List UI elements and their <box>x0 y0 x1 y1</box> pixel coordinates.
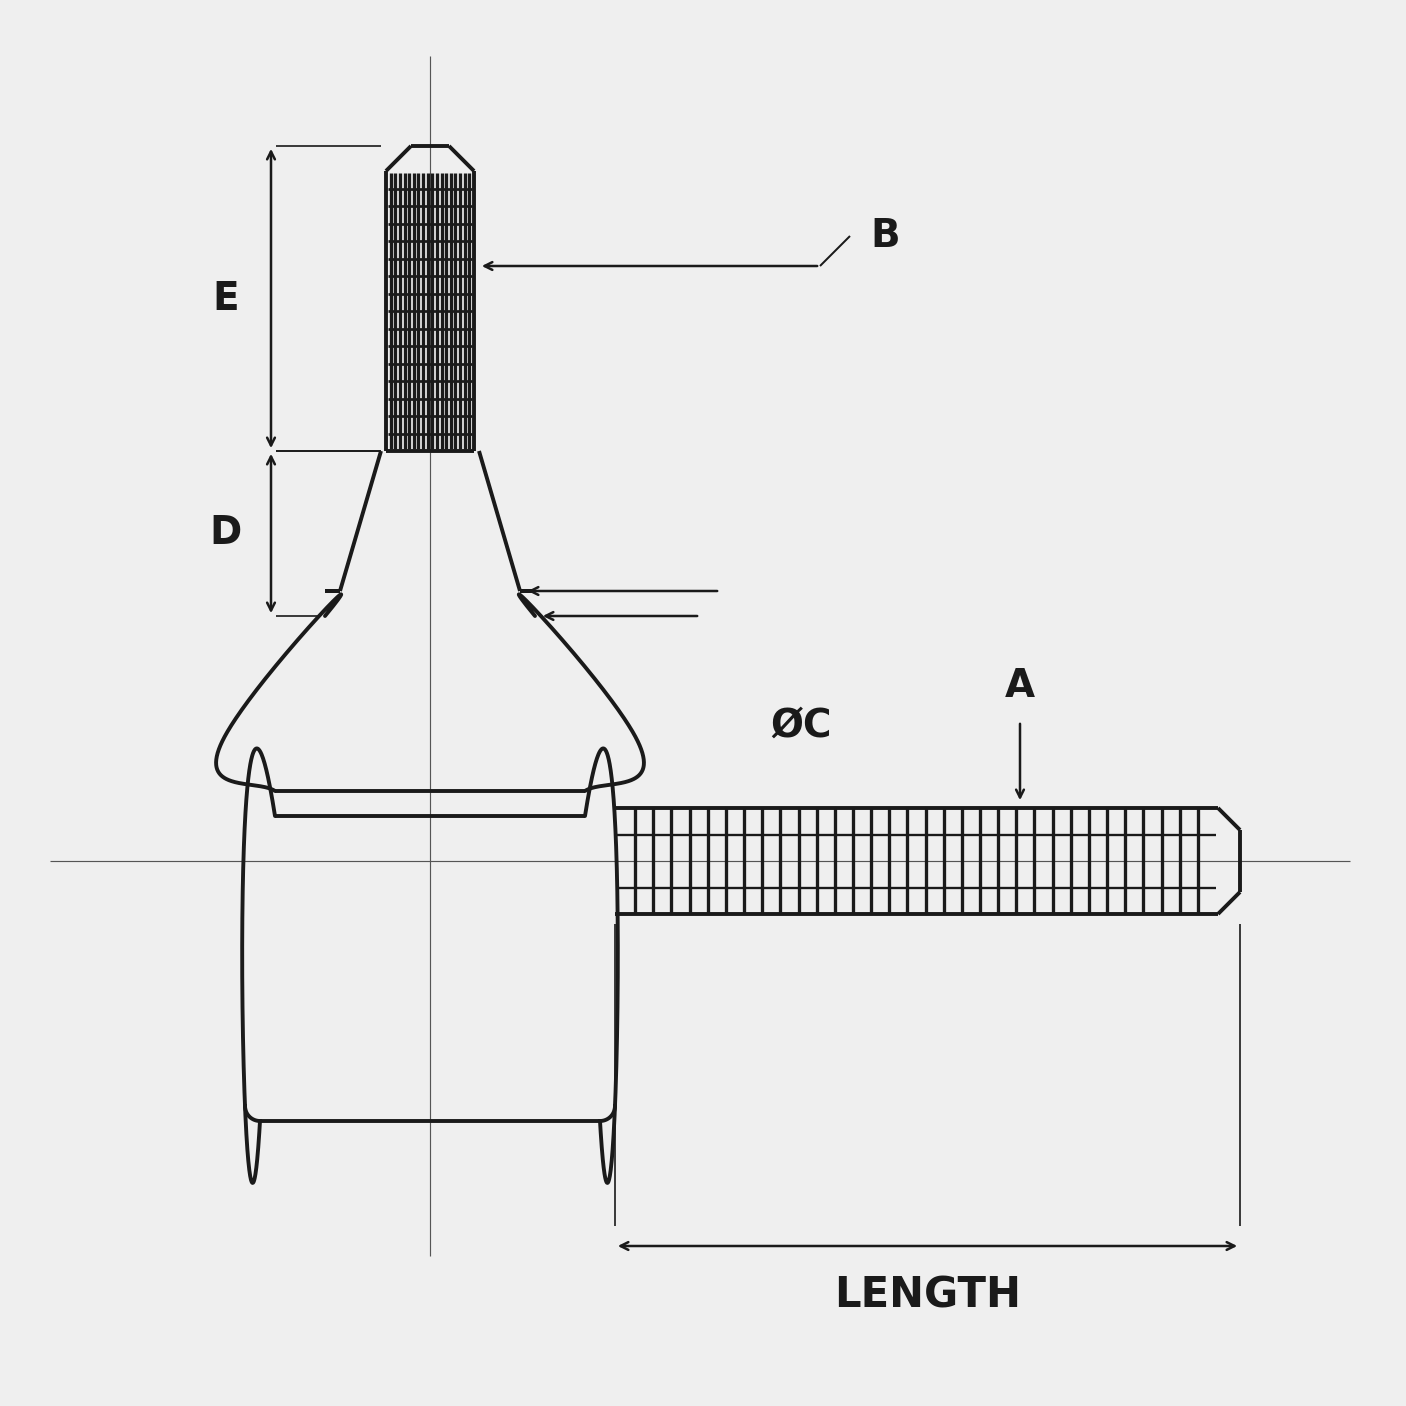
Text: ØC: ØC <box>770 707 831 745</box>
Text: E: E <box>212 280 239 318</box>
Text: D: D <box>209 515 242 553</box>
Text: B: B <box>870 217 900 254</box>
Text: LENGTH: LENGTH <box>834 1275 1021 1317</box>
Text: A: A <box>1005 666 1035 704</box>
